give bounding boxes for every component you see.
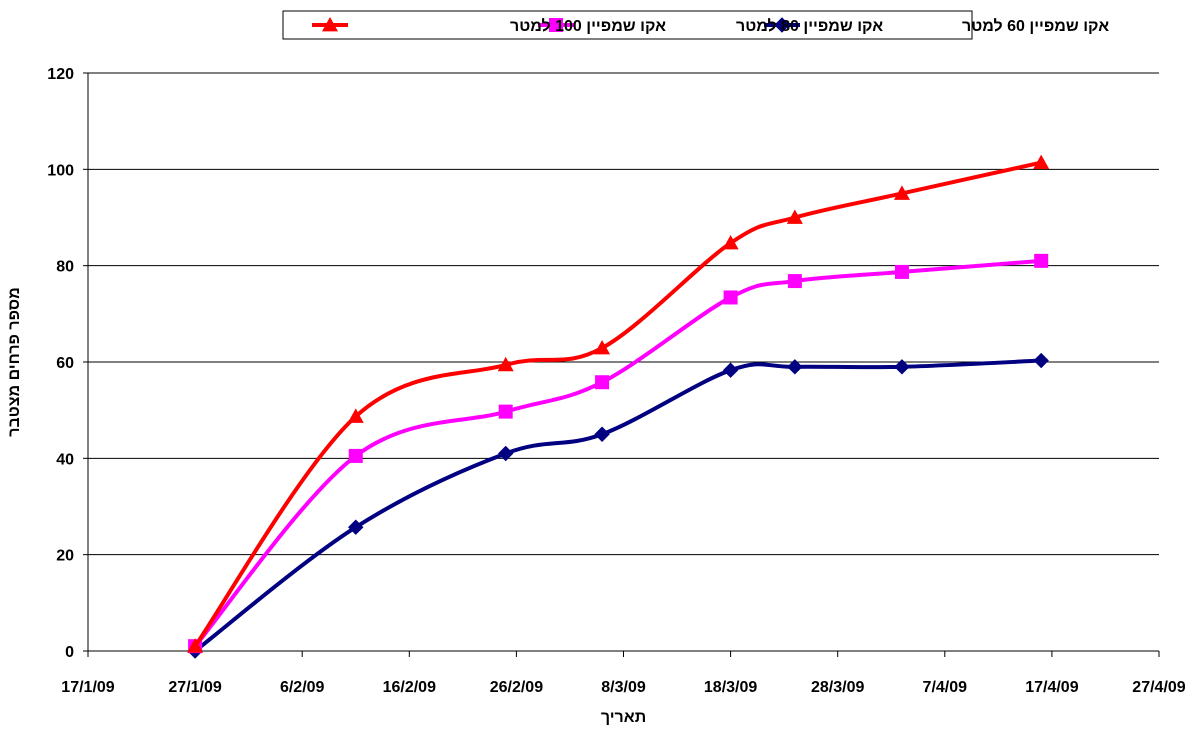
x-tick-label: 16/2/09 bbox=[383, 679, 436, 696]
x-axis-title: תאריך bbox=[601, 709, 646, 726]
data-point bbox=[893, 185, 910, 200]
data-point bbox=[595, 375, 610, 390]
data-point bbox=[722, 362, 739, 378]
x-tick-label: 8/3/09 bbox=[601, 679, 646, 696]
data-point bbox=[348, 448, 363, 463]
y-tick-label: 20 bbox=[56, 548, 74, 565]
series-3 bbox=[187, 154, 1050, 653]
legend-label: אקו שמפיין 100 למטר bbox=[510, 17, 666, 35]
data-point bbox=[894, 264, 909, 279]
x-tick-label: 6/2/09 bbox=[280, 679, 325, 696]
series-1 bbox=[187, 352, 1049, 659]
legend-label: אקו שמפיין 60 למטר bbox=[962, 17, 1109, 35]
data-point bbox=[1033, 352, 1049, 369]
axes bbox=[83, 72, 1160, 657]
series-line bbox=[193, 160, 1042, 648]
data-point bbox=[722, 235, 739, 250]
y-tick-label: 0 bbox=[65, 644, 74, 661]
data-point bbox=[497, 356, 514, 372]
legend-marker bbox=[549, 18, 563, 32]
data-point bbox=[894, 359, 910, 375]
y-tick-label: 120 bbox=[47, 66, 74, 83]
legend: אקו שמפיין 60 למטר אקו שמפיין 80 למטר אקו … bbox=[282, 10, 1109, 40]
data-point bbox=[497, 445, 514, 462]
grid-layer bbox=[88, 72, 1159, 556]
x-tick-label: 27/4/09 bbox=[1132, 679, 1185, 696]
y-axis-title: מספר פרחים מצטבר bbox=[6, 287, 23, 436]
legend-marker bbox=[322, 17, 338, 32]
data-point bbox=[594, 340, 611, 355]
y-tick-label: 100 bbox=[47, 162, 74, 179]
x-tick-label: 17/1/09 bbox=[61, 679, 114, 696]
data-point bbox=[1034, 253, 1049, 268]
x-tick-label: 17/4/09 bbox=[1025, 679, 1078, 696]
legend-entry: אקו שמפיין 100 למטר bbox=[312, 17, 666, 35]
series-2 bbox=[188, 253, 1049, 654]
legend-entry: אקו שמפיין 80 למטר bbox=[538, 17, 883, 35]
legend-entry: אקו שמפיין 60 למטר bbox=[764, 17, 1109, 35]
y-tick-label: 60 bbox=[56, 355, 74, 372]
legend-marker bbox=[774, 17, 790, 33]
data-point bbox=[786, 209, 803, 224]
x-tick-label: 27/1/09 bbox=[168, 679, 221, 696]
data-point bbox=[787, 274, 802, 289]
y-tick-label: 40 bbox=[56, 451, 74, 468]
legend-label: אקו שמפיין 80 למטר bbox=[736, 17, 883, 35]
series-line bbox=[193, 358, 1042, 653]
series-layer bbox=[187, 154, 1050, 659]
data-point bbox=[498, 404, 513, 419]
data-point bbox=[187, 638, 204, 653]
data-point bbox=[348, 519, 364, 535]
x-tick-label: 7/4/09 bbox=[923, 679, 968, 696]
data-point bbox=[787, 359, 803, 375]
data-point bbox=[594, 426, 610, 442]
data-point bbox=[723, 290, 738, 305]
labels-layer: 0 20 40 60 80 100 120 17/1/09 27/1/09 6/2/09 16/2/… bbox=[6, 66, 1186, 726]
x-tick-label: 26/2/09 bbox=[490, 679, 543, 696]
data-point bbox=[347, 408, 364, 423]
x-tick-label: 28/3/09 bbox=[811, 679, 864, 696]
x-tick-label: 18/3/09 bbox=[704, 679, 757, 696]
y-tick-label: 80 bbox=[56, 259, 74, 276]
data-point bbox=[1033, 154, 1050, 169]
legend-box bbox=[282, 10, 973, 40]
